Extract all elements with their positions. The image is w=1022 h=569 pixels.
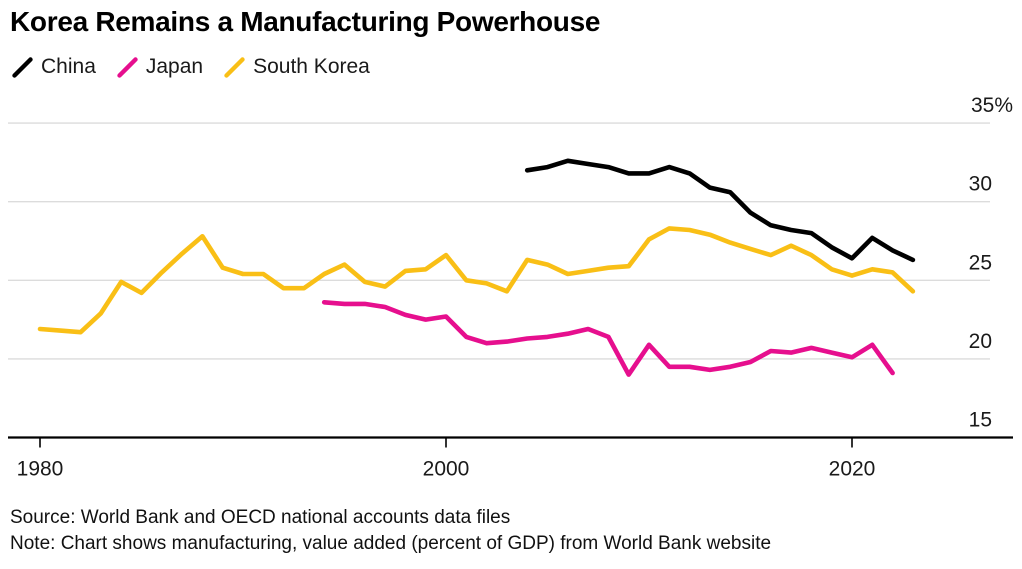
- china-line-swatch-icon: [12, 56, 33, 78]
- legend-item-japan: Japan: [117, 55, 203, 79]
- series-line-china: [524, 158, 916, 263]
- legend-item-china: China: [12, 55, 96, 79]
- legend-label-china: China: [41, 55, 96, 78]
- south-korea-line-swatch-icon: [224, 56, 245, 78]
- chart-title: Korea Remains a Manufacturing Powerhouse: [10, 6, 601, 37]
- legend-item-south-korea: South Korea: [224, 55, 370, 79]
- y-axis-label-15: 15: [969, 409, 992, 432]
- y-axis-label-35: 35%: [971, 94, 1013, 117]
- x-axis-label-2020: 2020: [829, 458, 876, 481]
- legend-label-south-korea: South Korea: [253, 55, 370, 78]
- note-text: Note: Chart shows manufacturing, value a…: [10, 533, 772, 554]
- legend-label-japan: Japan: [145, 55, 204, 78]
- series-line-japan: [321, 300, 895, 377]
- x-axis-label-2000: 2000: [423, 458, 470, 481]
- x-axis-label-1980: 1980: [17, 458, 64, 481]
- y-axis-label-20: 20: [969, 330, 992, 353]
- series-line-south-korea: [37, 226, 916, 335]
- line-chart-plot-area: 35% 30 25 20 15 1980 2000 2020: [8, 94, 1013, 481]
- source-text: Source: World Bank and OECD national acc…: [10, 507, 511, 528]
- chart-legend: China Japan South Korea: [12, 55, 370, 79]
- y-axis-label-30: 30: [969, 173, 992, 196]
- chart-footnote: Source: World Bank and OECD national acc…: [10, 505, 771, 557]
- japan-line-swatch-icon: [117, 56, 138, 78]
- y-axis-label-25: 25: [969, 251, 992, 274]
